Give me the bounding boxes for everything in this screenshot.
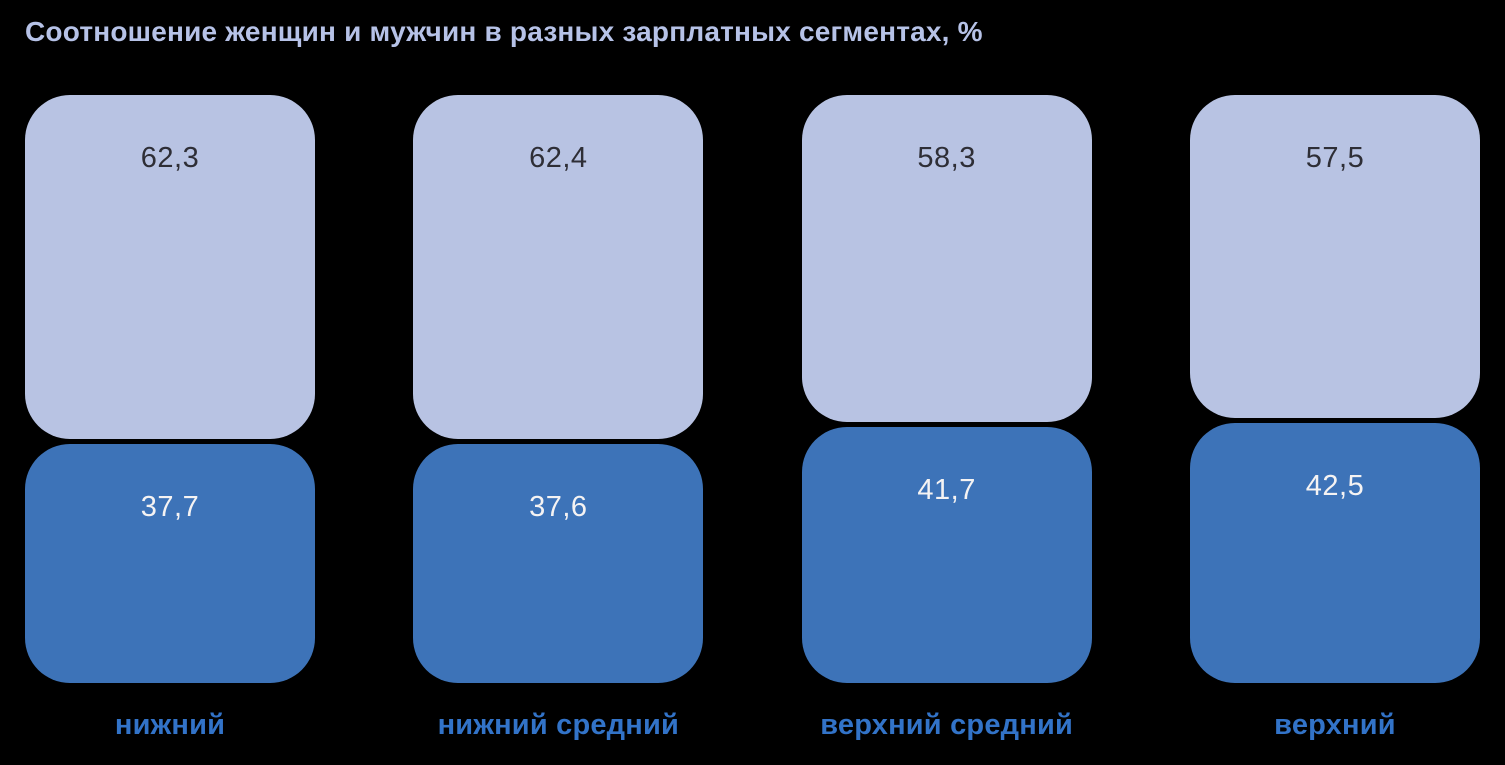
bar-value-label: 41,7 [917, 473, 976, 506]
bar-value-label: 42,5 [1305, 470, 1365, 503]
category-label: верхний средний [820, 709, 1074, 741]
bar-segment-top: 62,4 [413, 95, 704, 439]
bar-value-label: 37,7 [140, 490, 200, 523]
bar-segment-top: 57,5 [1189, 95, 1480, 419]
bar-column: 62,4 37,6 нижний средний [413, 95, 704, 742]
bar-segment-bottom: 41,7 [801, 426, 1092, 683]
chart-title: Соотношение женщин и мужчин в разных зар… [25, 16, 983, 47]
stacked-bar: 62,3 37,7 [25, 95, 315, 683]
bar-segment-top: 62,3 [25, 95, 315, 439]
bar-segment-bottom: 42,5 [1189, 423, 1480, 683]
category-label: верхний [1274, 709, 1396, 741]
bar-value-label: 58,3 [917, 142, 976, 174]
bar-value-label: 57,5 [1305, 142, 1365, 174]
stacked-bar: 58,3 41,7 [801, 95, 1092, 683]
bar-segment-bottom: 37,7 [25, 443, 315, 683]
bar-value-label: 62,4 [529, 142, 588, 174]
stacked-bar: 62,4 37,6 [413, 95, 704, 683]
bar-segment-top: 58,3 [801, 95, 1092, 422]
bar-segment-bottom: 37,6 [413, 443, 704, 683]
bar-value-label: 37,6 [529, 490, 588, 523]
bar-column: 57,5 42,5 верхний [1189, 95, 1480, 742]
bar-column: 58,3 41,7 верхний средний [801, 95, 1092, 742]
bar-chart: 62,3 37,7 нижний 62,4 37,6 нижний средний 58,3… [0, 95, 1505, 742]
stacked-bar: 57,5 42,5 [1189, 95, 1480, 683]
category-label: нижний средний [437, 709, 680, 741]
category-label: нижний [114, 709, 226, 741]
bar-column: 62,3 37,7 нижний [25, 95, 315, 742]
bar-value-label: 62,3 [140, 142, 200, 174]
